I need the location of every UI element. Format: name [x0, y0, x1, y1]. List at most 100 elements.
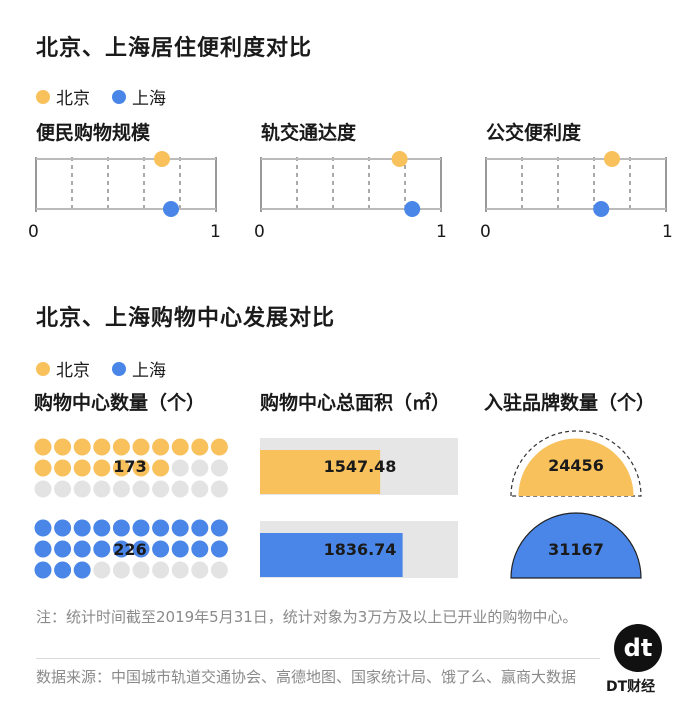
- count-dot-shanghai: [132, 519, 150, 537]
- count-dot-beijing: [210, 438, 228, 456]
- count-dot-shanghai: [210, 561, 228, 579]
- point-shanghai: [593, 201, 610, 217]
- tick-1-panel2: 1: [436, 222, 447, 242]
- count-dot-shanghai: [34, 519, 52, 537]
- count-dot-beijing: [132, 438, 150, 456]
- point-beijing: [391, 151, 408, 167]
- tick-1-panel1: 1: [210, 222, 221, 242]
- count-dot-beijing: [93, 438, 111, 456]
- count-dot-beijing: [73, 438, 91, 456]
- count-dot-beijing: [152, 480, 170, 498]
- legend-dot-beijing: [36, 89, 50, 104]
- tick-0-panel2: 0: [254, 222, 265, 242]
- legend-label-beijing-2: 北京: [56, 361, 90, 381]
- section1-legend: 北京 上海: [36, 84, 166, 109]
- count-dot-shanghai: [191, 519, 209, 537]
- count-dot-beijing: [191, 438, 209, 456]
- count-dot-beijing: [171, 459, 189, 477]
- count-dot-beijing: [112, 459, 130, 477]
- count-dot-beijing: [152, 438, 170, 456]
- tick-0-panel1: 0: [28, 222, 39, 242]
- count-dot-shanghai: [132, 540, 150, 558]
- count-dot-shanghai: [152, 519, 170, 537]
- count-dot-beijing: [210, 459, 228, 477]
- section2-legend: 北京 上海: [36, 356, 166, 381]
- label-bj-count: 173: [113, 457, 147, 476]
- count-dot-shanghai: [93, 519, 111, 537]
- col-title-area: 购物中心总面积（㎡）: [260, 392, 451, 414]
- count-dot-shanghai: [112, 561, 130, 579]
- brand-semi-beijing: [518, 438, 634, 496]
- count-dot-shanghai: [152, 561, 170, 579]
- count-dot-shanghai: [93, 540, 111, 558]
- count-dot-beijing: [171, 438, 189, 456]
- label-bj-brands: 24456: [548, 456, 604, 475]
- dt-logo: dt: [614, 624, 662, 672]
- count-dot-beijing: [54, 459, 72, 477]
- data-source: 数据来源：中国城市轨道交通协会、高德地图、国家统计局、饿了么、赢商大数据: [36, 668, 577, 686]
- count-dot-beijing: [191, 480, 209, 498]
- area-bar-beijing: [260, 450, 381, 494]
- count-dot-shanghai: [112, 519, 130, 537]
- count-dot-beijing: [34, 480, 52, 498]
- footer-divider: [36, 658, 600, 659]
- count-dot-beijing: [171, 480, 189, 498]
- count-dot-beijing: [112, 480, 130, 498]
- label-bj-area: 1547.48: [323, 457, 397, 476]
- brand-name: DT财经: [606, 679, 656, 695]
- count-dot-beijing: [73, 459, 91, 477]
- count-dot-shanghai: [191, 561, 209, 579]
- count-dot-shanghai: [132, 561, 150, 579]
- count-dot-shanghai: [73, 519, 91, 537]
- count-dot-shanghai: [210, 540, 228, 558]
- count-dot-shanghai: [191, 540, 209, 558]
- count-dot-shanghai: [73, 561, 91, 579]
- count-dot-shanghai: [171, 519, 189, 537]
- legend-dot-shanghai: [112, 89, 126, 104]
- brand-semi-shanghai: [510, 512, 642, 579]
- point-beijing: [604, 151, 620, 167]
- point-shanghai: [163, 201, 179, 217]
- count-dot-shanghai: [171, 540, 189, 558]
- brand-max-outline: [510, 430, 642, 497]
- count-dot-beijing: [34, 459, 52, 477]
- legend-label-beijing: 北京: [56, 89, 90, 109]
- label-sh-count: 226: [113, 540, 147, 559]
- col-title-count: 购物中心数量（个）: [34, 392, 206, 414]
- count-dot-beijing: [54, 438, 72, 456]
- count-dot-shanghai: [54, 561, 72, 579]
- count-dot-beijing: [210, 480, 228, 498]
- panel-title-shopping: 便民购物规模: [36, 122, 151, 144]
- count-dot-beijing: [34, 438, 52, 456]
- count-dot-shanghai: [112, 540, 130, 558]
- section2-title: 北京、上海购物中心发展对比: [36, 306, 336, 331]
- count-dot-shanghai: [152, 540, 170, 558]
- legend-dot-beijing-2: [36, 361, 50, 376]
- count-dot-shanghai: [73, 540, 91, 558]
- count-dot-shanghai: [54, 540, 72, 558]
- count-dot-shanghai: [210, 519, 228, 537]
- point-shanghai: [404, 201, 421, 217]
- count-dot-shanghai: [171, 561, 189, 579]
- count-dot-beijing: [112, 438, 130, 456]
- tick-0-panel3: 0: [480, 222, 491, 242]
- col-title-brands: 入驻品牌数量（个）: [484, 392, 656, 414]
- count-dot-beijing: [191, 459, 209, 477]
- count-dot-beijing: [132, 459, 150, 477]
- count-dot-beijing: [73, 480, 91, 498]
- count-dot-shanghai: [34, 540, 52, 558]
- section1-title: 北京、上海居住便利度对比: [36, 36, 313, 61]
- count-dot-beijing: [93, 459, 111, 477]
- area-bar-shanghai: [260, 533, 403, 577]
- legend-label-shanghai: 上海: [132, 89, 166, 109]
- label-sh-area: 1836.74: [323, 540, 397, 559]
- footnote: 注：统计时间截至2019年5月31日，统计对象为3万方及以上已开业的购物中心。: [36, 608, 578, 626]
- count-dot-shanghai: [54, 519, 72, 537]
- legend-label-shanghai-2: 上海: [132, 361, 166, 381]
- count-dot-shanghai: [93, 561, 111, 579]
- tick-1-panel3: 1: [662, 222, 673, 242]
- count-dot-beijing: [152, 459, 170, 477]
- count-dot-beijing: [54, 480, 72, 498]
